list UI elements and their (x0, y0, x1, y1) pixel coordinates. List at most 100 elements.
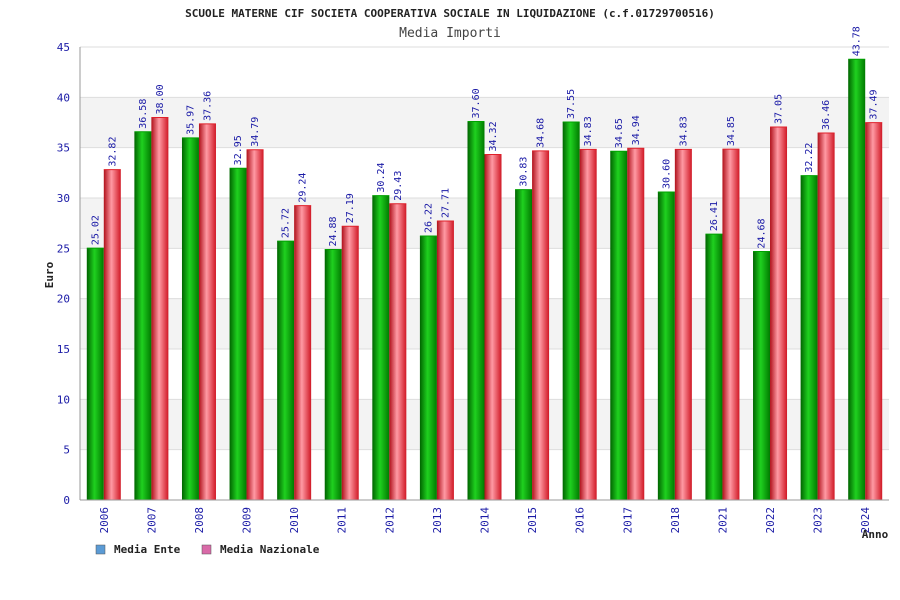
bar-media-ente (657, 191, 675, 500)
bar-media-ente (86, 248, 104, 500)
y-tick-label: 5 (63, 444, 70, 457)
value-label-media-nazionale: 27.71 (440, 188, 451, 218)
bar-media-ente (467, 121, 485, 500)
bar-media-nazionale (817, 132, 835, 500)
y-tick-label: 40 (57, 91, 70, 104)
bar-media-nazionale (484, 154, 502, 500)
bar-media-nazionale (770, 127, 788, 500)
chart-subtitle: Media Importi (399, 26, 501, 41)
value-label-media-ente: 30.60 (661, 159, 672, 189)
value-label-media-nazionale: 34.32 (488, 121, 499, 151)
bar-media-ente (419, 236, 437, 500)
value-label-media-ente: 30.83 (519, 157, 530, 187)
x-tick-label: 2021 (716, 507, 729, 534)
value-label-media-ente: 25.02 (90, 215, 101, 245)
y-tick-label: 45 (57, 41, 70, 54)
x-tick-label: 2015 (526, 507, 539, 534)
x-tick-label: 2009 (241, 507, 254, 534)
x-tick-label: 2007 (145, 507, 158, 534)
y-tick-label: 30 (57, 192, 70, 205)
value-label-media-ente: 24.88 (328, 216, 339, 246)
plot-band (80, 47, 889, 98)
x-tick-label: 2012 (383, 507, 396, 534)
bar-media-ente (800, 175, 818, 501)
value-label-media-nazionale: 37.49 (869, 89, 880, 119)
x-tick-label: 2011 (336, 507, 349, 534)
bar-media-ente (324, 249, 342, 500)
legend-label-media-ente: Media Ente (114, 543, 181, 556)
bar-media-ente (229, 168, 247, 500)
value-label-media-nazionale: 36.46 (821, 100, 832, 130)
value-label-media-ente: 30.24 (376, 162, 387, 192)
legend-swatch-media-ente (95, 544, 106, 555)
y-tick-label: 0 (63, 494, 70, 507)
value-label-media-nazionale: 37.36 (202, 91, 213, 121)
value-label-media-nazionale: 34.85 (726, 116, 737, 146)
value-label-media-ente: 32.95 (233, 135, 244, 165)
value-label-media-nazionale: 34.83 (678, 116, 689, 146)
bar-media-ente (753, 251, 771, 500)
value-label-media-ente: 34.65 (614, 118, 625, 148)
value-label-media-ente: 37.60 (471, 88, 482, 118)
legend: Media Ente Media Nazionale (95, 543, 320, 556)
chart-title: SCUOLE MATERNE CIF SOCIETA COOPERATIVA S… (185, 7, 715, 20)
value-label-media-nazionale: 34.68 (536, 118, 547, 148)
value-labels: 25.02 32.82 36.58 38.00 35.97 37.36 32.95 34.79… (90, 26, 879, 248)
value-label-media-nazionale: 32.82 (107, 137, 118, 167)
bar-media-nazionale (246, 149, 264, 500)
value-label-media-nazionale: 34.94 (631, 115, 642, 145)
bar-media-ente (181, 137, 199, 501)
x-axis-ticks: 2006 2007 2008 2009 2010 2011 2012 2013 2014 2015… (98, 507, 872, 534)
value-label-media-ente: 32.22 (804, 143, 815, 173)
y-tick-label: 15 (57, 343, 70, 356)
value-label-media-nazionale: 34.83 (583, 116, 594, 146)
value-label-media-nazionale: 38.00 (155, 84, 166, 114)
legend-label-media-nazionale: Media Nazionale (220, 543, 320, 556)
y-tick-label: 10 (57, 393, 70, 406)
bar-media-nazionale (579, 149, 597, 501)
bar-media-nazionale (389, 203, 407, 500)
bar-media-nazionale (674, 149, 692, 501)
value-label-media-ente: 24.68 (757, 218, 768, 248)
value-label-media-ente: 26.41 (709, 201, 720, 231)
x-tick-label: 2018 (669, 507, 682, 534)
bar-media-nazionale (294, 205, 312, 500)
value-label-media-nazionale: 27.19 (345, 193, 356, 223)
value-label-media-ente: 26.22 (423, 203, 434, 233)
value-label-media-nazionale: 34.79 (250, 117, 261, 147)
x-tick-label: 2014 (479, 507, 492, 534)
bar-media-nazionale (436, 221, 454, 500)
bar-media-nazionale (103, 169, 121, 500)
bar-media-ente (562, 121, 580, 500)
bar-media-ente (277, 241, 295, 500)
y-tick-label: 20 (57, 293, 70, 306)
y-axis-ticks: 0 5 10 15 20 25 30 35 40 45 (57, 41, 70, 507)
x-tick-label: 2023 (812, 507, 825, 534)
bar-media-nazionale (151, 117, 169, 500)
bar-media-ente (515, 189, 533, 501)
bar-media-nazionale (627, 148, 645, 500)
x-tick-label: 2022 (764, 507, 777, 534)
value-label-media-ente: 37.55 (566, 89, 577, 119)
x-tick-label: 2013 (431, 507, 444, 534)
bar-media-ente (610, 151, 628, 500)
y-tick-label: 35 (57, 142, 70, 155)
bar-media-ente (705, 234, 723, 500)
bar-media-nazionale (722, 149, 740, 500)
legend-swatch-media-nazionale (201, 544, 212, 555)
bar-media-ente (848, 59, 866, 500)
value-label-media-ente: 43.78 (852, 26, 863, 56)
value-label-media-nazionale: 29.43 (393, 171, 404, 201)
x-tick-label: 2017 (621, 507, 634, 534)
x-tick-label: 2024 (859, 507, 872, 534)
bars (86, 58, 883, 501)
bar-media-nazionale (198, 123, 216, 500)
value-label-media-ente: 25.72 (281, 208, 292, 238)
x-tick-label: 2006 (98, 507, 111, 534)
bar-media-ente (372, 195, 390, 501)
x-tick-label: 2010 (288, 507, 301, 534)
x-tick-label: 2008 (193, 507, 206, 534)
bar-media-nazionale (865, 122, 883, 500)
y-tick-label: 25 (57, 242, 70, 255)
